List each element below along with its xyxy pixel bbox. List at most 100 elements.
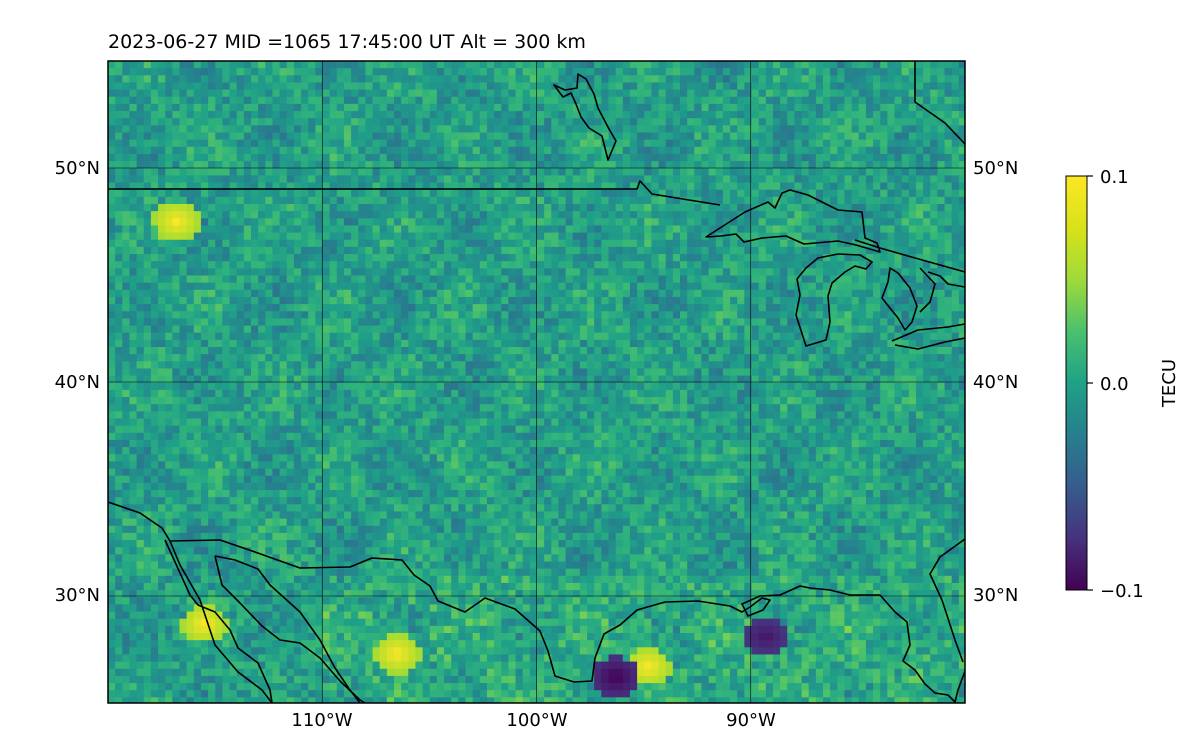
tec-cell — [322, 261, 331, 269]
tec-cell — [401, 239, 409, 248]
tec-cell — [651, 282, 660, 291]
tec-cell — [715, 175, 724, 184]
tec-cell — [622, 75, 631, 84]
tec-cell — [143, 96, 152, 105]
tec-cell — [236, 161, 245, 169]
tec-cell — [751, 168, 760, 176]
tec-cell — [429, 68, 438, 76]
tec-cell — [637, 268, 645, 277]
tec-cell — [222, 89, 231, 98]
tec-cell — [193, 304, 202, 312]
tec-cell — [601, 103, 610, 112]
tec-cell — [465, 225, 474, 234]
tec-cell — [522, 239, 531, 248]
tec-cell — [200, 268, 209, 277]
tec-cell — [193, 153, 202, 162]
tec-cell — [622, 304, 631, 312]
tec-cell — [601, 139, 610, 148]
tec-cell — [508, 168, 517, 176]
tec-cell — [787, 139, 795, 148]
tec-cell — [794, 339, 803, 348]
tec-cell — [780, 146, 788, 155]
tec-cell — [444, 75, 452, 84]
tec-cell — [937, 168, 946, 176]
tec-cell — [522, 318, 531, 327]
tec-cell — [665, 189, 674, 198]
tec-cell — [336, 339, 345, 348]
tec-cell — [351, 125, 359, 134]
tec-cell — [129, 254, 138, 262]
tec-cell — [665, 246, 674, 255]
tec-cell — [486, 268, 495, 277]
tec-cell — [415, 96, 424, 105]
tec-cell — [243, 232, 252, 241]
map-area[interactable] — [108, 61, 967, 705]
tec-cell — [558, 261, 567, 269]
tec-cell — [429, 75, 438, 84]
tec-cell — [286, 261, 295, 269]
tec-cell — [343, 175, 352, 184]
tec-cell — [865, 153, 874, 162]
tec-cell — [394, 175, 402, 184]
tec-cell — [815, 261, 824, 269]
tec-cell — [515, 168, 524, 176]
tec-cell — [522, 225, 531, 234]
tec-cell — [880, 332, 888, 341]
tec-cell — [551, 318, 560, 327]
tec-cell — [665, 146, 674, 155]
tec-cell — [694, 189, 703, 198]
tec-cell — [844, 218, 853, 227]
tec-cell — [787, 118, 795, 126]
tec-cell — [751, 232, 760, 241]
tec-cell — [472, 82, 481, 91]
tec-cell — [379, 161, 388, 169]
tec-cell — [322, 254, 331, 262]
tec-cell — [680, 168, 688, 176]
tec-cell — [165, 161, 173, 169]
tec-cell — [408, 175, 417, 184]
tec-cell — [494, 111, 502, 119]
tec-cell — [472, 175, 481, 184]
tec-cell — [865, 325, 874, 334]
tec-cell — [873, 261, 881, 269]
tec-cell — [579, 268, 588, 277]
tec-cell — [844, 132, 853, 141]
tec-cell — [458, 354, 467, 362]
tec-cell — [908, 196, 917, 205]
tec-cell — [494, 304, 502, 312]
tec-cell — [865, 289, 874, 298]
tec-cell — [708, 82, 717, 91]
tec-cell — [243, 189, 252, 198]
tec-cell — [122, 125, 131, 134]
tec-cell — [429, 218, 438, 227]
tec-cell — [744, 118, 753, 126]
tec-cell — [880, 89, 888, 98]
tec-cell — [772, 153, 781, 162]
tec-cell — [873, 211, 881, 219]
tec-cell — [601, 61, 610, 69]
tec-cell — [851, 182, 860, 191]
tec-cell — [165, 289, 173, 298]
tec-cell — [794, 232, 803, 241]
tec-cell — [772, 111, 781, 119]
tec-cell — [951, 239, 960, 248]
tec-cell — [422, 275, 431, 284]
tec-cell — [594, 189, 602, 198]
tec-cell — [343, 261, 352, 269]
tec-cell — [951, 168, 960, 176]
tec-cell — [794, 168, 803, 176]
tec-cell — [837, 118, 846, 126]
tec-cell — [887, 225, 896, 234]
tec-cell — [208, 189, 216, 198]
tec-cell — [815, 132, 824, 141]
tec-cell — [308, 332, 316, 341]
tec-cell — [837, 339, 846, 348]
tec-cell — [122, 211, 131, 219]
tec-cell — [744, 304, 753, 312]
tec-cell — [544, 232, 552, 241]
tec-cell — [708, 304, 717, 312]
tec-cell — [565, 161, 574, 169]
tec-cell — [394, 182, 402, 191]
tec-cell — [122, 153, 131, 162]
tec-cell — [265, 189, 274, 198]
